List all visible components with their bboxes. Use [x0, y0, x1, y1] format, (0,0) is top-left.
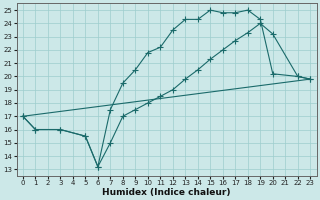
X-axis label: Humidex (Indice chaleur): Humidex (Indice chaleur) — [102, 188, 231, 197]
